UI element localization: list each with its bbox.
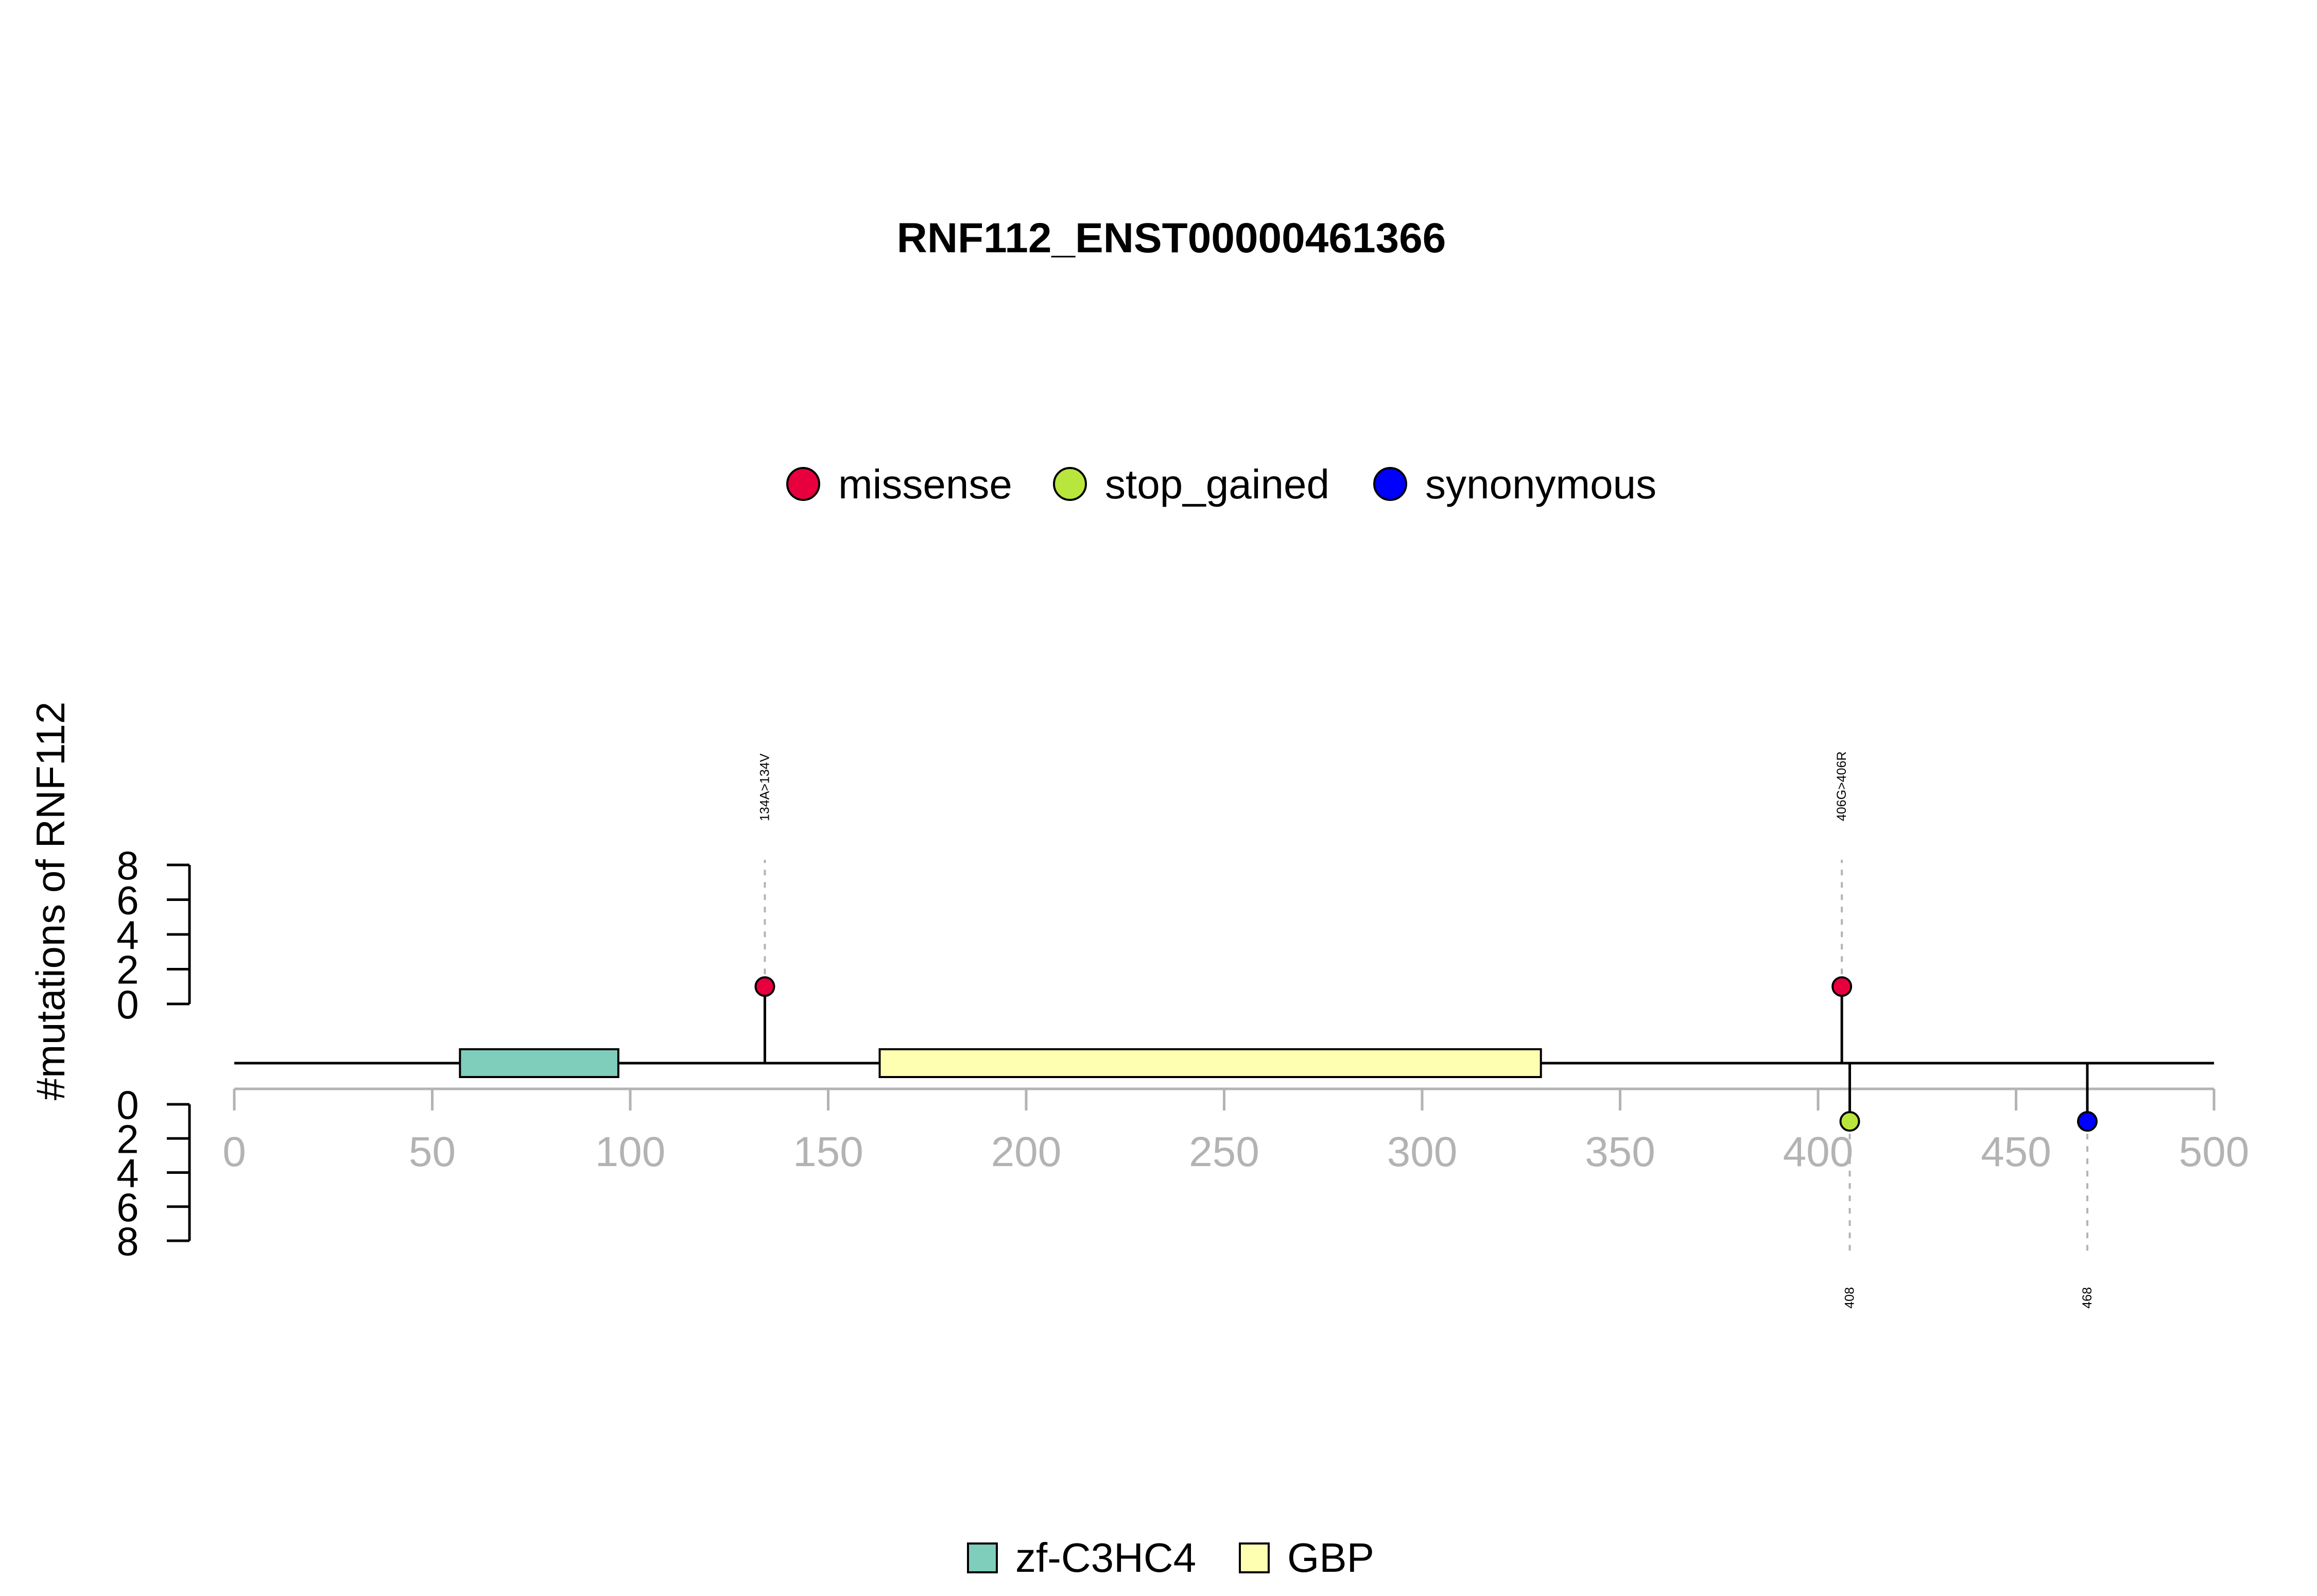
y-tick-label-bottom: 8 [116, 1219, 139, 1264]
legend-label-synonymous: synonymous [1425, 461, 1656, 507]
mutation-point-stop_gained [1839, 1111, 1860, 1132]
domain-legend: zf-C3HC4 GBP [967, 1535, 1374, 1581]
y-tick-label-bottom: 4 [116, 1151, 139, 1196]
mutation-label: 134A>134V [757, 753, 772, 821]
chart-title: RNF112_ENST00000461366 [897, 215, 1446, 262]
mutation-label: 406G>406R [1835, 751, 1849, 821]
legend-marker-synonymous [1373, 467, 1407, 501]
mutation-stems [763, 860, 2089, 1251]
legend-label-missense: missense [838, 461, 1012, 507]
x-axis: 0 50 100 150 200 250 300 350 400 450 500 [222, 1087, 2250, 1175]
legend-marker-missense [786, 467, 820, 501]
mutation-point-synonymous [2077, 1111, 2098, 1132]
y-axis-title: #mutations of RNF112 [28, 702, 73, 1101]
y-tick-label-top: 6 [116, 878, 139, 923]
mutation-legend: missense stop_gained synonymous [786, 461, 1656, 507]
y-tick-label-bottom: 2 [116, 1116, 139, 1161]
y-tick-label-bottom: 0 [116, 1082, 139, 1127]
x-tick-label: 0 [222, 1129, 246, 1175]
mutation-point-missense [1831, 976, 1853, 997]
mutation-label: 468 [2080, 1287, 2095, 1309]
y-tick-label-bottom: 6 [116, 1185, 139, 1230]
y-tick-label-top: 0 [116, 982, 139, 1027]
x-tick-label: 100 [595, 1129, 666, 1175]
y-tick-label-top: 2 [116, 947, 139, 993]
domain-box-GBP [878, 1048, 1542, 1078]
legend-label-zf-C3HC4: zf-C3HC4 [1015, 1535, 1196, 1581]
x-tick-label: 500 [2179, 1129, 2250, 1175]
legend-label-stop_gained: stop_gained [1105, 461, 1329, 507]
x-tick-label: 250 [1189, 1129, 1259, 1175]
legend-swatch-zf-C3HC4 [967, 1542, 998, 1573]
legend-label-GBP: GBP [1287, 1535, 1374, 1581]
x-tick-label: 400 [1783, 1129, 1854, 1175]
x-tick-label: 300 [1387, 1129, 1458, 1175]
protein-domains [459, 1048, 1542, 1078]
mutation-label: 408 [1843, 1287, 1857, 1309]
legend-marker-stop_gained [1053, 467, 1087, 501]
x-tick-label: 450 [1981, 1129, 2051, 1175]
mutation-points: 134A>134V 406G>406R 408 468 [754, 751, 2098, 1309]
x-tick-label: 50 [409, 1129, 456, 1175]
x-tick-label: 200 [991, 1129, 1062, 1175]
x-tick-label: 150 [793, 1129, 863, 1175]
y-tick-label-top: 8 [116, 843, 139, 888]
domain-box-zf-C3HC4 [459, 1048, 619, 1078]
mutation-point-missense [754, 976, 775, 997]
legend-swatch-GBP [1239, 1542, 1270, 1573]
x-tick-label: 350 [1585, 1129, 1655, 1175]
y-tick-label-top: 4 [116, 912, 139, 958]
